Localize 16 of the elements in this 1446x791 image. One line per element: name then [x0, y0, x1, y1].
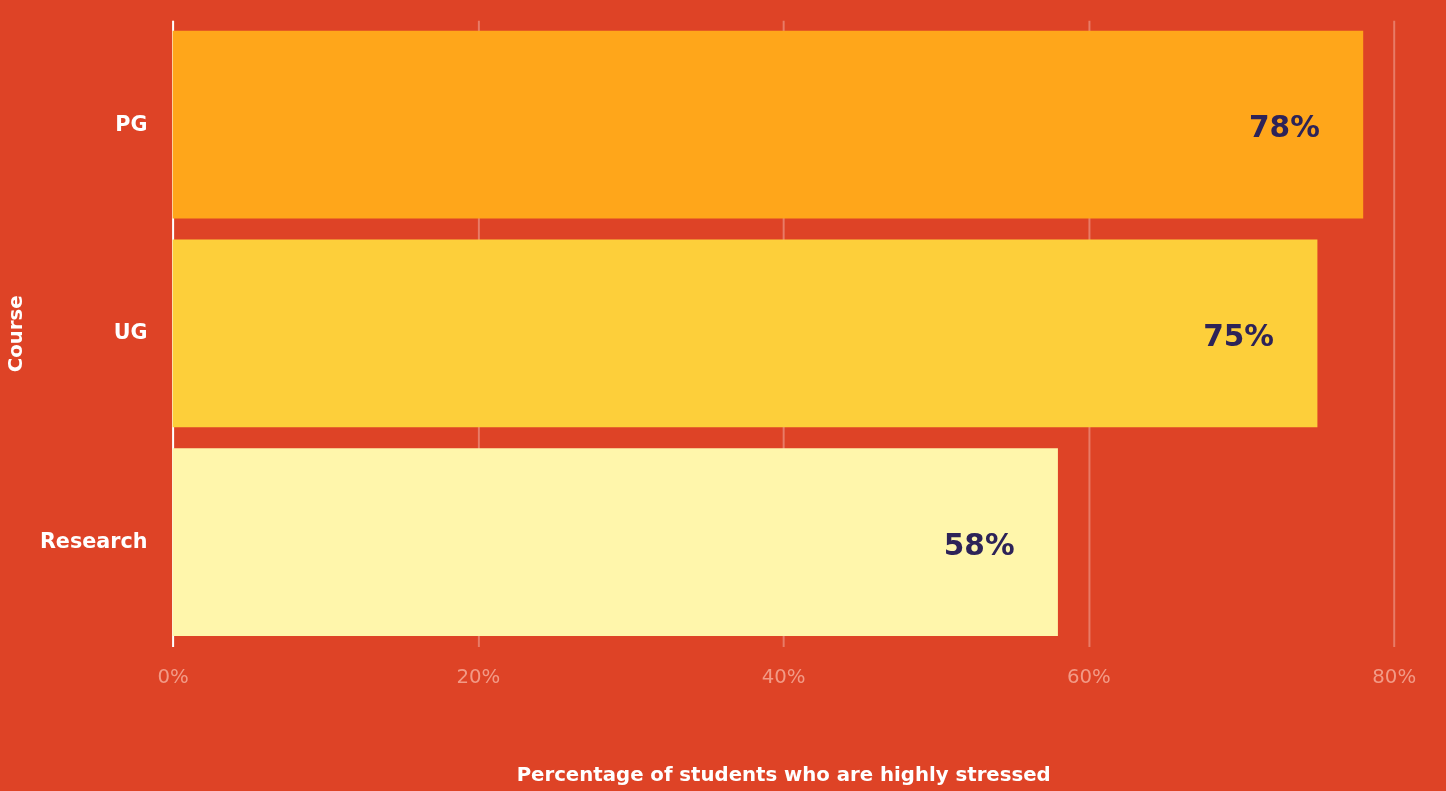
x-tick-label: 60% — [1067, 664, 1111, 688]
bar — [172, 239, 1318, 428]
data-label: 75% — [1203, 319, 1274, 354]
x-tick-label: 20% — [456, 664, 501, 688]
x-tick-label: 0% — [157, 664, 189, 688]
y-axis-title: Course — [4, 295, 28, 373]
x-axis-title: Percentage of students who are highly stressed — [516, 763, 1051, 787]
bar — [172, 448, 1058, 637]
data-label: 58% — [943, 527, 1015, 562]
x-tick-label: 80% — [1372, 664, 1417, 688]
x-tick-label: 40% — [761, 664, 806, 688]
y-tick-label: PG — [115, 111, 148, 136]
data-label: 78% — [1249, 110, 1320, 145]
y-tick-label: Research — [39, 529, 148, 554]
bar — [172, 30, 1364, 219]
y-tick-label: UG — [113, 320, 148, 345]
